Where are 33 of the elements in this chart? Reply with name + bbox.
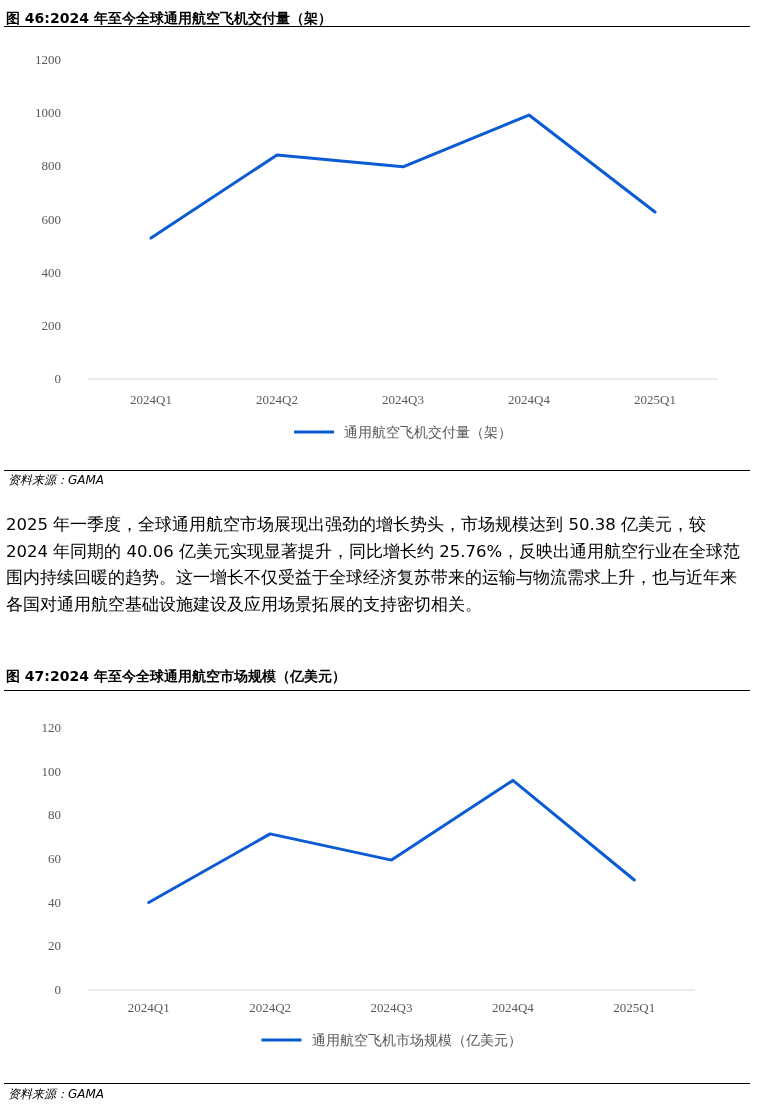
- line-series: [149, 113, 657, 240]
- y-tick-label: 100: [41, 763, 61, 779]
- x-tick-label: 2025Q1: [634, 392, 676, 407]
- chart-title: 图 46:2024 年至今全球通用航空飞机交付量（架）: [6, 10, 332, 28]
- x-tick-label: 2025Q1: [613, 1000, 656, 1015]
- y-tick-label: 0: [54, 982, 61, 997]
- y-tick-label: 400: [41, 264, 61, 280]
- y-tick-label: 20: [48, 938, 61, 954]
- text: 资料来源：GAMA: [8, 472, 105, 489]
- text: 2025 年一季度，全球通用航空市场展现出强劲的增长势头，市场规模达到 50.38 亿美元，较 2024 年同期的 40.06 亿美元实现显著提升，同比增长约 25.76%，反映出通用航空行业在全球范围内持续回暖的趋势。这一增长不仅受益于全球经济复苏带来的运输与物流需求上升，也与近年来各国对通用航空基础设施建设及应用场景拓展的支持密切相关。: [6, 514, 742, 616]
- legend-label: 通用航空飞机市场规模（亿美元）: [311, 1032, 522, 1048]
- x-tick-label: 2024Q2: [256, 392, 298, 407]
- chart-title: 图 47:2024 年至今全球通用航空市场规模（亿美元）: [6, 668, 346, 686]
- y-tick-label: 80: [48, 807, 61, 823]
- text: 资料来源：GAMA: [8, 1086, 105, 1103]
- x-tick-label: 2024Q4: [491, 1000, 535, 1015]
- y-tick-label: 1200: [35, 52, 61, 67]
- y-tick-label: 40: [48, 894, 61, 910]
- x-tick-label: 2024Q3: [382, 392, 424, 407]
- x-tick-label: 2024Q1: [130, 392, 172, 407]
- y-tick-label: 120: [41, 720, 61, 735]
- y-tick-label: 600: [41, 211, 61, 227]
- y-tick-label: 0: [54, 371, 61, 386]
- y-tick-label: 200: [41, 317, 61, 333]
- x-tick-label: 2024Q1: [127, 1000, 170, 1015]
- legend-label: 通用航空飞机交付量（架）: [344, 424, 512, 440]
- x-tick-label: 2024Q2: [249, 1000, 292, 1015]
- y-tick-label: 60: [48, 851, 61, 866]
- x-tick-label: 2024Q3: [370, 1000, 413, 1015]
- y-tick-label: 1000: [35, 105, 61, 121]
- line-series: [147, 778, 636, 905]
- y-tick-label: 800: [41, 158, 61, 174]
- x-tick-label: 2024Q4: [508, 392, 551, 407]
